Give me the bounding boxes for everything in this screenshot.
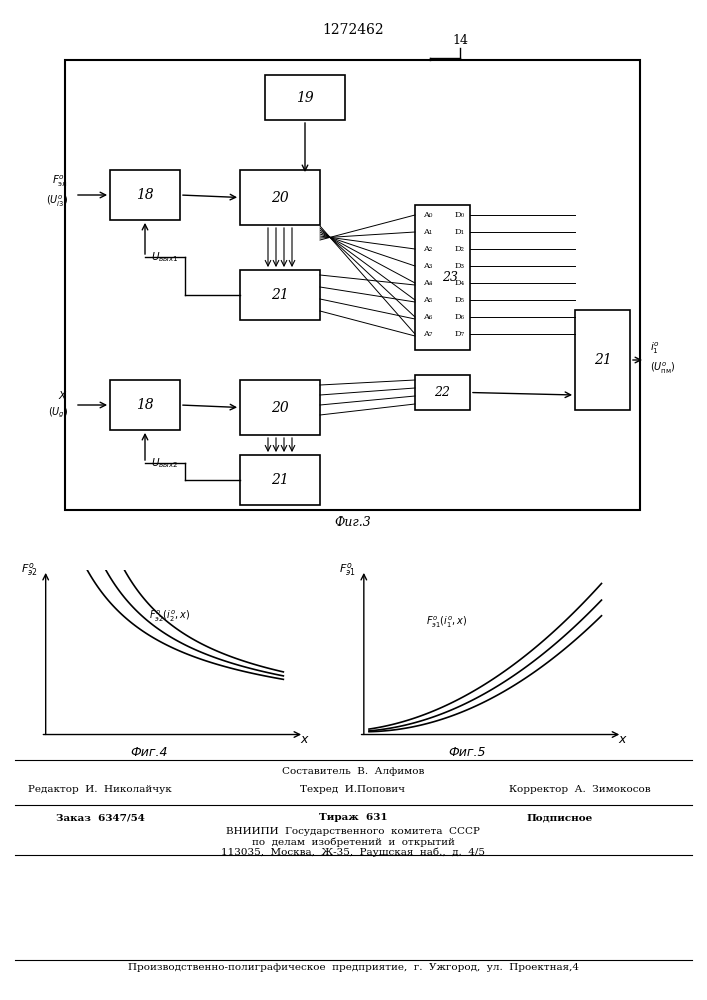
Text: 21: 21 <box>594 353 612 367</box>
Text: Техред  И.Попович: Техред И.Попович <box>300 786 406 794</box>
Text: D₆: D₆ <box>455 313 465 321</box>
Text: A₁: A₁ <box>423 228 433 236</box>
Text: $U_{вых1}$: $U_{вых1}$ <box>151 250 179 264</box>
Text: 20: 20 <box>271 400 289 414</box>
Text: Подписное: Подписное <box>527 814 593 822</box>
Text: $(U_g)$: $(U_g)$ <box>47 406 68 420</box>
Bar <box>265 75 345 120</box>
Text: Производственно-полиграфическое  предприятие,  г.  Ужгород,  ул.  Проектная,4: Производственно-полиграфическое предприя… <box>127 964 578 972</box>
Text: D₁: D₁ <box>455 228 465 236</box>
Text: x: x <box>300 733 308 746</box>
Text: D₇: D₇ <box>455 330 465 338</box>
Text: по  делам  изобретений  и  открытий: по делам изобретений и открытий <box>252 837 455 847</box>
Text: Заказ  6347/54: Заказ 6347/54 <box>56 814 144 822</box>
Text: 20: 20 <box>271 190 289 205</box>
Text: 22: 22 <box>435 386 450 399</box>
Bar <box>110 380 180 430</box>
Text: Фиг.4: Фиг.4 <box>130 746 168 759</box>
Text: x: x <box>619 733 626 746</box>
Text: Редактор  И.  Николайчук: Редактор И. Николайчук <box>28 786 172 794</box>
Text: Корректор  А.  Зимокосов: Корректор А. Зимокосов <box>509 786 651 794</box>
Text: $(U^o_{i3})$: $(U^o_{i3})$ <box>45 193 68 209</box>
Text: $i^o_1$: $i^o_1$ <box>650 340 660 356</box>
Text: D₂: D₂ <box>455 245 465 253</box>
Text: A₀: A₀ <box>423 211 433 219</box>
Text: 19: 19 <box>296 91 314 104</box>
Text: 1272462: 1272462 <box>322 23 384 37</box>
Text: 23: 23 <box>443 271 459 284</box>
Text: A₂: A₂ <box>423 245 433 253</box>
Bar <box>240 270 320 320</box>
Text: 18: 18 <box>136 398 154 412</box>
Text: $F^o_{э1}(i^o_1,x)$: $F^o_{э1}(i^o_1,x)$ <box>426 614 467 630</box>
Text: $F^o_{э2}$: $F^o_{э2}$ <box>21 561 37 578</box>
Bar <box>240 455 320 505</box>
Text: 14: 14 <box>452 33 468 46</box>
Text: D₄: D₄ <box>455 279 465 287</box>
Bar <box>415 205 470 350</box>
Text: $F^o_{э1}$: $F^o_{э1}$ <box>339 561 356 578</box>
Text: $X$: $X$ <box>58 389 68 401</box>
Text: Фиг.3: Фиг.3 <box>334 516 371 528</box>
Text: Тираж  631: Тираж 631 <box>319 814 387 822</box>
Text: $U_{вых2}$: $U_{вых2}$ <box>151 456 179 470</box>
Text: Составитель  В.  Алфимов: Составитель В. Алфимов <box>282 768 424 776</box>
Text: A₅: A₅ <box>423 296 433 304</box>
Bar <box>240 380 320 435</box>
Text: ВНИИПИ  Государственного  комитета  СССР: ВНИИПИ Государственного комитета СССР <box>226 828 480 836</box>
Bar <box>415 375 470 410</box>
Text: $F^o_{\mathsf{эл}}$: $F^o_{\mathsf{эл}}$ <box>52 173 68 189</box>
Text: A₄: A₄ <box>423 279 433 287</box>
Text: 21: 21 <box>271 473 289 487</box>
Bar <box>240 170 320 225</box>
Text: D₅: D₅ <box>455 296 465 304</box>
Text: 113035,  Москва,  Ж-35,  Раушская  наб.,  д.  4/5: 113035, Москва, Ж-35, Раушская наб., д. … <box>221 847 485 857</box>
Bar <box>110 170 180 220</box>
Text: $(U^o_{\mathsf{пм}})$: $(U^o_{\mathsf{пм}})$ <box>650 360 676 376</box>
Text: A₆: A₆ <box>423 313 433 321</box>
Text: $F^o_{э2}(i^o_2,x)$: $F^o_{э2}(i^o_2,x)$ <box>149 609 190 624</box>
Text: A₇: A₇ <box>423 330 433 338</box>
Text: D₀: D₀ <box>455 211 465 219</box>
Text: Фиг.5: Фиг.5 <box>448 746 486 759</box>
Text: D₃: D₃ <box>455 262 465 270</box>
Text: A₃: A₃ <box>423 262 433 270</box>
Bar <box>575 310 630 410</box>
Text: 21: 21 <box>271 288 289 302</box>
Text: 18: 18 <box>136 188 154 202</box>
Bar <box>65 60 640 510</box>
